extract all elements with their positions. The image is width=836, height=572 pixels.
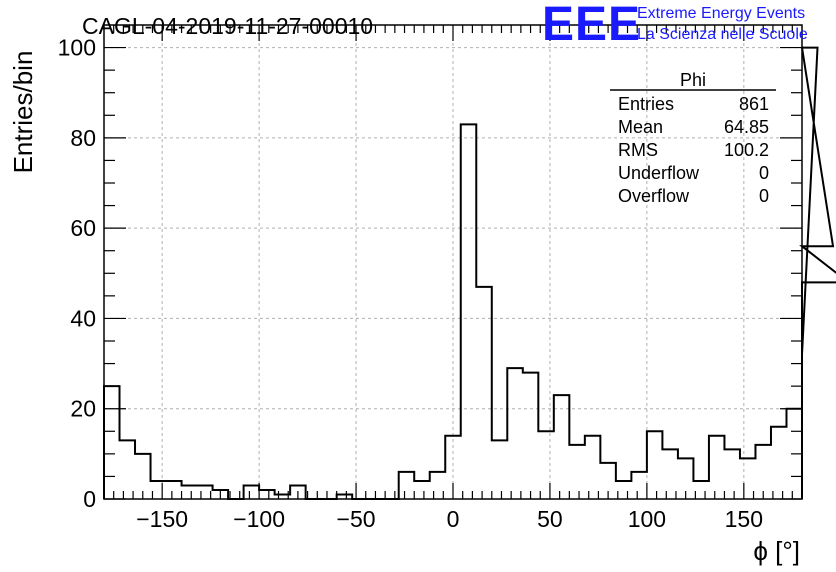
stats-box: Phi Entries 861 Mean 64.85 RMS 100.2 Underflow… (610, 70, 776, 206)
x-tick-label: 50 (537, 506, 563, 532)
axis-ticks (104, 25, 802, 500)
x-axis-label: ϕ [°] (753, 536, 800, 566)
y-tick-label: 60 (70, 215, 96, 241)
stat-label: Underflow (618, 163, 700, 183)
y-tick-label: 0 (83, 486, 96, 512)
grid (104, 25, 802, 499)
stat-value: 861 (739, 94, 769, 114)
y-axis-label: Entries/bin (8, 51, 38, 174)
stat-label: Entries (618, 94, 674, 114)
x-tick-label: −50 (337, 506, 376, 532)
y-tick-label: 80 (70, 125, 96, 151)
x-tick-label: −150 (136, 506, 188, 532)
y-tick-label: 20 (70, 396, 96, 422)
logo-line1: Extreme Energy Events (637, 5, 805, 22)
logo-mark: EEE (542, 0, 641, 51)
x-tick-label: 100 (628, 506, 666, 532)
stat-value: 64.85 (724, 117, 769, 137)
y-tick-labels: 0 20 40 60 80 100 (58, 35, 96, 512)
x-tick-label: 0 (447, 506, 460, 532)
logo-line2: La Scienza nelle Scuole (637, 26, 808, 43)
stats-title: Phi (680, 70, 706, 90)
stat-label: RMS (618, 140, 658, 160)
eee-logo: EEE Extreme Energy Events La Scienza nel… (542, 0, 808, 51)
x-tick-label: −100 (233, 506, 285, 532)
stat-label: Overflow (618, 186, 690, 206)
stat-value: 0 (759, 186, 769, 206)
stat-value: 0 (759, 163, 769, 183)
stat-value: 100.2 (724, 140, 769, 160)
x-tick-labels: −150 −100 −50 0 50 100 150 (136, 506, 763, 532)
x-tick-label: 150 (725, 506, 763, 532)
chart-title: CAGL-04-2019-11-27-00010 (82, 13, 373, 39)
y-tick-label: 40 (70, 305, 96, 331)
stat-label: Mean (618, 117, 663, 137)
y-tick-label: 100 (58, 35, 96, 61)
